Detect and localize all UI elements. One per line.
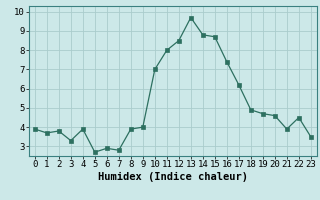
X-axis label: Humidex (Indice chaleur): Humidex (Indice chaleur): [98, 172, 248, 182]
